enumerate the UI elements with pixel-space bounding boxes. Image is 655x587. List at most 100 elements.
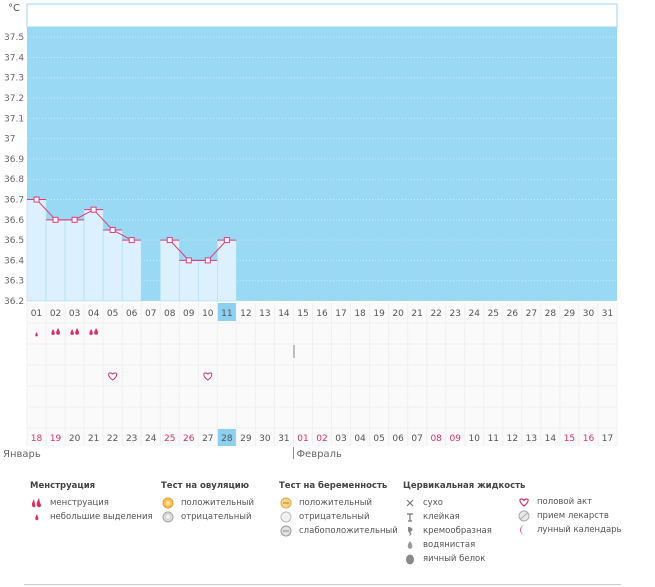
observation-grid xyxy=(27,303,617,446)
legend-title: Менструация xyxy=(30,481,96,491)
legend-label: яичный белок xyxy=(423,554,486,564)
legend-item: яичный белок xyxy=(403,552,525,566)
legend-title: Тест на овуляцию xyxy=(161,481,250,491)
temperature-point xyxy=(109,226,116,233)
cycle-day-label: 29 xyxy=(564,309,576,319)
cycle-day-label: 12 xyxy=(240,309,251,319)
cycle-day-label: 09 xyxy=(183,309,195,319)
cycle-day-label: 01 xyxy=(31,309,42,319)
temperature-point xyxy=(204,257,211,264)
negative-ovulation-icon xyxy=(161,511,175,523)
egg-white-icon xyxy=(403,553,417,565)
calendar-date-label: 20 xyxy=(69,434,81,444)
calendar-date-label: 29 xyxy=(240,434,252,444)
chart-top-margin xyxy=(26,3,618,28)
calendar-date-label: 24 xyxy=(145,434,157,444)
calendar-date-label: 31 xyxy=(278,434,289,444)
legend-label: сухо xyxy=(423,498,443,508)
y-tick-label: 37.1 xyxy=(4,114,24,124)
temperature-point xyxy=(33,196,40,203)
calendar-date-label: 12 xyxy=(507,434,518,444)
cycle-day-label: 05 xyxy=(107,309,118,319)
legend-item: клейкая xyxy=(403,510,525,524)
menstruation-drop-icon xyxy=(51,329,55,335)
y-tick-label: 36.2 xyxy=(4,297,24,307)
today-day-highlight xyxy=(217,303,236,321)
temperature-bar xyxy=(26,199,47,302)
legend-label: кремообразная xyxy=(423,526,492,536)
cycle-day-label: 16 xyxy=(316,309,328,319)
temperature-point xyxy=(166,237,173,244)
y-tick-label: 36.6 xyxy=(4,216,24,226)
cycle-day-label: 19 xyxy=(373,309,385,319)
legend-item: положительный xyxy=(279,496,398,510)
temperature-line xyxy=(207,239,228,261)
legend-pregnancy-test: Тест на беременность положительный отриц… xyxy=(279,481,398,538)
cycle-day-label: 23 xyxy=(449,309,460,319)
positive-ovulation-icon xyxy=(161,497,175,509)
y-axis-unit-label: °C xyxy=(8,3,20,14)
calendar-date-label: 14 xyxy=(545,434,557,444)
legend-label: половой акт xyxy=(537,497,593,507)
y-tick-label: 36.4 xyxy=(4,256,24,266)
cycle-day-label: 20 xyxy=(392,309,404,319)
temperature-line xyxy=(112,229,132,241)
heart-icon xyxy=(517,496,531,508)
cycle-day-label: 15 xyxy=(297,309,308,319)
calendar-date-label: 04 xyxy=(354,434,366,444)
legend-item: водянистая xyxy=(403,538,525,552)
creamy-icon xyxy=(403,525,417,537)
cycle-day-label: 27 xyxy=(526,309,537,319)
calendar-date-label: 11 xyxy=(488,434,499,444)
temperature-bar xyxy=(64,219,85,302)
calendar-date-label: 07 xyxy=(411,434,422,444)
legend-label: прием лекарств xyxy=(537,511,609,521)
temperature-point xyxy=(71,216,78,223)
cycle-day-label: 03 xyxy=(69,309,80,319)
menstruation-drop-icon xyxy=(75,328,79,335)
legend-label: отрицательный xyxy=(181,512,252,522)
temperature-bar xyxy=(121,239,142,302)
cycle-day-label: 11 xyxy=(221,309,232,319)
cycle-day-label: 24 xyxy=(469,309,481,319)
legend-item: кремообразная xyxy=(403,524,525,538)
temperature-bar xyxy=(197,260,218,302)
legend-other: половой акт прием лекарств лунный календ… xyxy=(517,495,622,537)
legend-item: менструация xyxy=(30,496,153,510)
calendar-date-label: 16 xyxy=(583,434,595,444)
temperature-line xyxy=(93,209,114,231)
legend-label: лунный календарь xyxy=(537,525,622,535)
temperature-bar xyxy=(45,219,66,302)
calendar-date-label: 05 xyxy=(373,434,384,444)
temperature-line xyxy=(36,199,56,221)
calendar-date-label: 25 xyxy=(164,434,175,444)
legend-item: лунный календарь xyxy=(517,523,622,537)
today-date-highlight xyxy=(217,429,236,446)
calendar-date-label: 26 xyxy=(183,434,195,444)
dry-icon xyxy=(403,497,417,509)
temperature-bar xyxy=(83,209,104,302)
moon-icon xyxy=(517,524,531,536)
legend-item: отрицательный xyxy=(279,510,398,524)
calendar-date-label: 18 xyxy=(31,434,43,444)
calendar-date-label: 13 xyxy=(526,434,537,444)
cycle-day-label: 22 xyxy=(430,309,441,319)
calendar-date-label: 10 xyxy=(469,434,481,444)
heart-icon xyxy=(108,372,118,381)
y-tick-label: 36.9 xyxy=(4,155,24,165)
negative-pregnancy-icon xyxy=(279,511,293,523)
cycle-day-label: 07 xyxy=(145,309,156,319)
cycle-day-label: 31 xyxy=(602,309,613,319)
temperature-bar xyxy=(178,260,199,302)
footer-divider xyxy=(24,584,621,585)
calendar-date-label: 09 xyxy=(449,434,461,444)
temperature-bar xyxy=(102,229,123,302)
menstruation-drops-icon xyxy=(30,497,44,509)
cycle-day-label: 08 xyxy=(164,309,176,319)
calendar-date-label: 28 xyxy=(221,434,233,444)
calendar-date-label: 02 xyxy=(316,434,327,444)
calendar-date-label: 15 xyxy=(564,434,575,444)
calendar-date-label: 23 xyxy=(126,434,137,444)
legend-item: положительный xyxy=(161,496,254,510)
temperature-line xyxy=(74,209,94,221)
